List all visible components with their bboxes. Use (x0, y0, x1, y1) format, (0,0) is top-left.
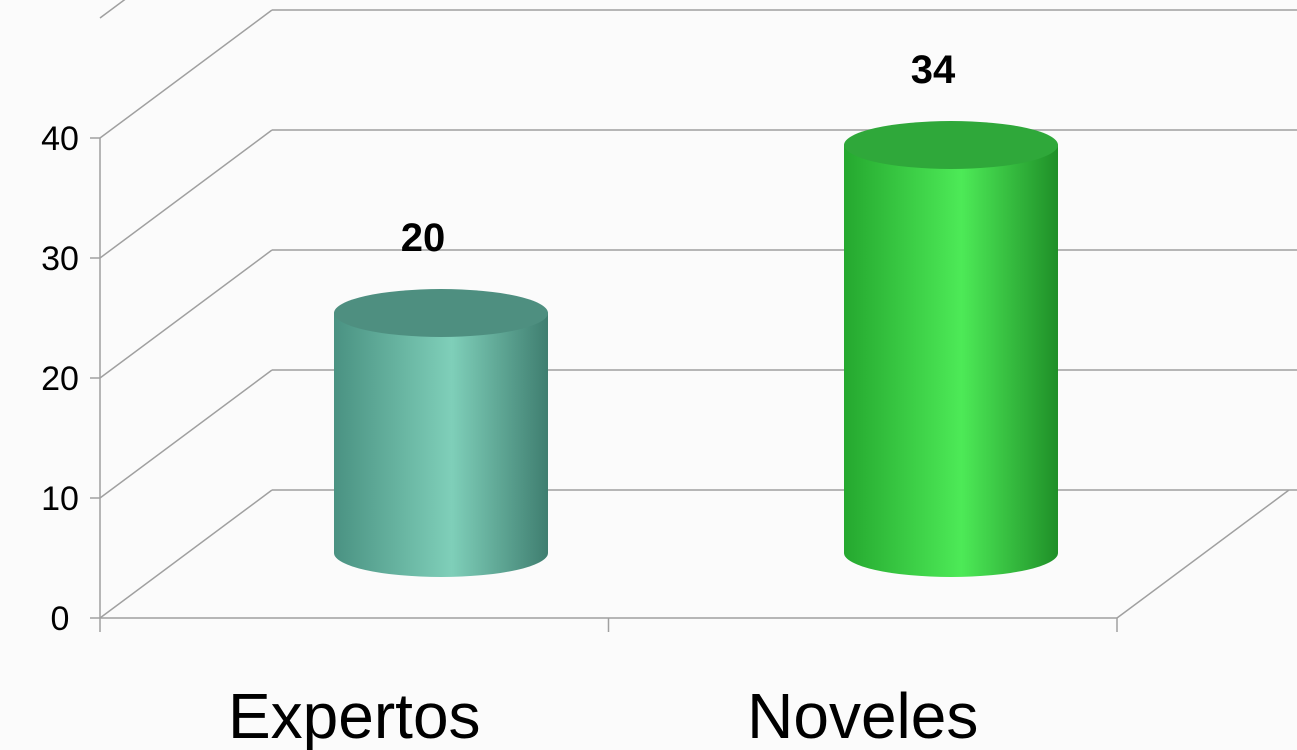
bar-body (844, 145, 1058, 577)
bar-top (334, 289, 548, 337)
x-tick-label: Expertos (228, 680, 481, 750)
data-label: 34 (911, 48, 956, 92)
gridline-side (99, 129, 273, 259)
gridline-side (99, 9, 273, 139)
bar-noveles (844, 121, 1058, 577)
x-tick-label: Noveles (747, 680, 978, 750)
chart-text: 0 10 20 30 40 20 Expertos 34 Noveles (41, 48, 978, 750)
gridline-side (99, 249, 273, 379)
chart-marks (334, 121, 1058, 577)
gridline-side (99, 369, 273, 499)
bar-top (844, 121, 1058, 169)
y-tick-label: 0 (51, 600, 70, 638)
bar-expertos (334, 289, 548, 577)
y-tick-label: 20 (41, 360, 79, 398)
gridline-side (99, 489, 273, 619)
data-label: 20 (401, 216, 446, 260)
wall-edge-side (99, 0, 126, 19)
y-tick-label: 40 (41, 120, 79, 158)
floor-right-edge (1116, 489, 1290, 619)
chart-walls (90, 0, 1297, 632)
bar-body (334, 313, 548, 577)
y-tick-label: 30 (41, 240, 79, 278)
y-tick-label: 10 (41, 480, 79, 518)
